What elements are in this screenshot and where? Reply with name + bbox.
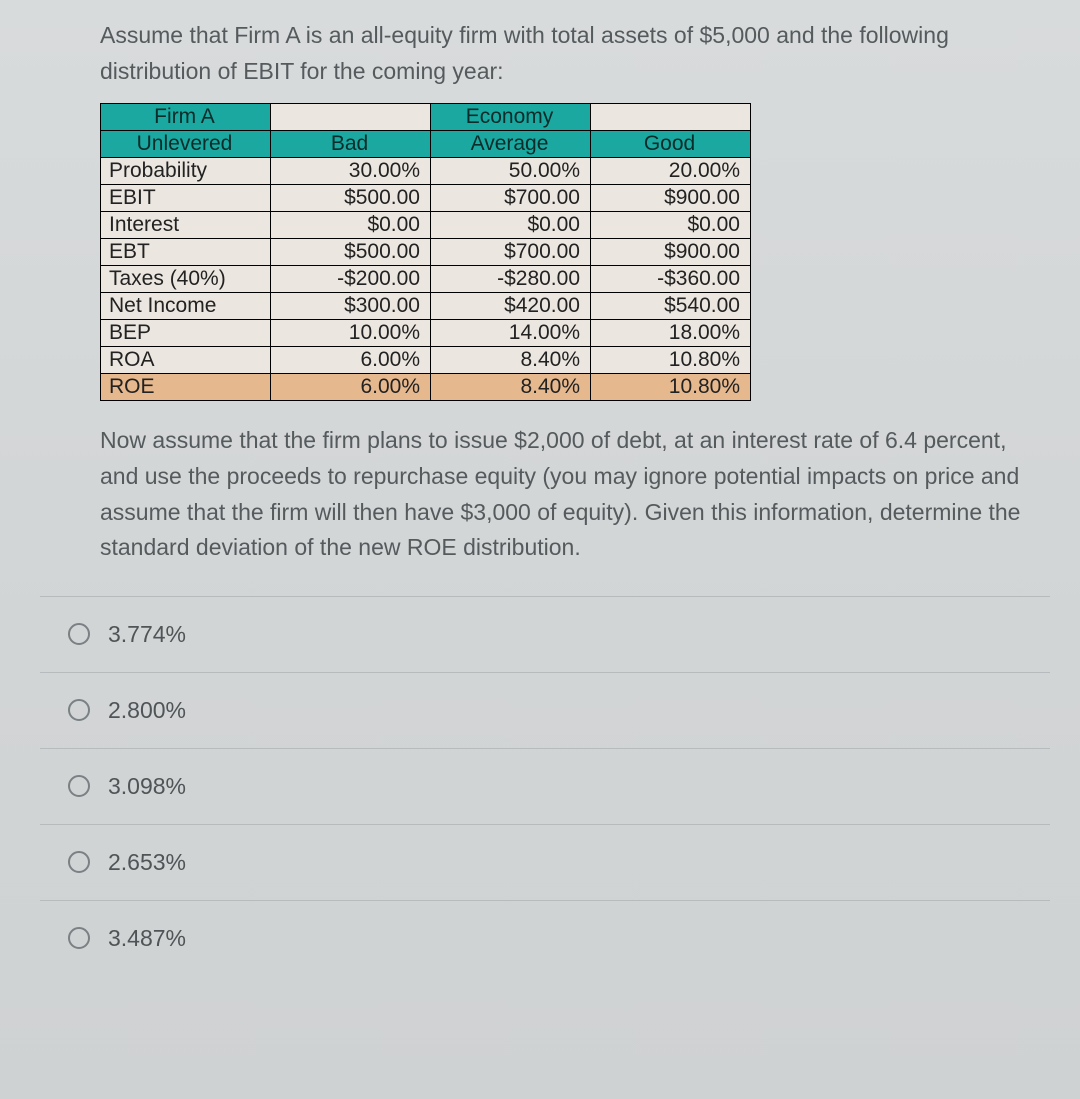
table-row: ROA6.00%8.40%10.80% xyxy=(101,347,751,374)
row-bad: 6.00% xyxy=(271,347,431,374)
row-avg: 50.00% xyxy=(431,158,591,185)
row-good: 18.00% xyxy=(591,320,751,347)
row-label: Net Income xyxy=(101,293,271,320)
question-page: Assume that Firm A is an all-equity firm… xyxy=(0,0,1080,1099)
row-good: -$360.00 xyxy=(591,266,751,293)
table-row: Interest$0.00$0.00$0.00 xyxy=(101,212,751,239)
row-label: BEP xyxy=(101,320,271,347)
row-good: $900.00 xyxy=(591,185,751,212)
radio-icon[interactable] xyxy=(68,623,90,645)
answer-option[interactable]: 3.774% xyxy=(40,596,1050,672)
row-good: 20.00% xyxy=(591,158,751,185)
row-bad: 6.00% xyxy=(271,374,431,401)
table-header-economy: Economy xyxy=(431,104,591,131)
row-good: 10.80% xyxy=(591,347,751,374)
row-avg: $420.00 xyxy=(431,293,591,320)
answer-option[interactable]: 2.653% xyxy=(40,824,1050,900)
answer-option-label: 3.098% xyxy=(108,773,186,800)
radio-icon[interactable] xyxy=(68,775,90,797)
ebit-table: Firm A Economy Unlevered Bad Average Goo… xyxy=(100,103,751,401)
table-header-good: Good xyxy=(591,131,751,158)
radio-icon[interactable] xyxy=(68,699,90,721)
row-label: Interest xyxy=(101,212,271,239)
answer-option[interactable]: 3.487% xyxy=(40,900,1050,976)
row-label: EBT xyxy=(101,239,271,266)
row-avg: 14.00% xyxy=(431,320,591,347)
row-avg: $700.00 xyxy=(431,239,591,266)
row-good: $0.00 xyxy=(591,212,751,239)
row-good: $900.00 xyxy=(591,239,751,266)
table-header-blank-bad xyxy=(271,104,431,131)
answer-option-label: 3.487% xyxy=(108,925,186,952)
row-bad: 30.00% xyxy=(271,158,431,185)
table-row: BEP10.00%14.00%18.00% xyxy=(101,320,751,347)
table-row: EBT$500.00$700.00$900.00 xyxy=(101,239,751,266)
question-text: Now assume that the firm plans to issue … xyxy=(100,423,1040,566)
row-avg: $0.00 xyxy=(431,212,591,239)
row-good: $540.00 xyxy=(591,293,751,320)
row-label: Probability xyxy=(101,158,271,185)
answer-option-label: 2.653% xyxy=(108,849,186,876)
row-bad: $500.00 xyxy=(271,239,431,266)
table-header-blank-good xyxy=(591,104,751,131)
answer-option-label: 2.800% xyxy=(108,697,186,724)
row-bad: $0.00 xyxy=(271,212,431,239)
table-row: ROE6.00%8.40%10.80% xyxy=(101,374,751,401)
row-good: 10.80% xyxy=(591,374,751,401)
table-header-bad: Bad xyxy=(271,131,431,158)
row-avg: $700.00 xyxy=(431,185,591,212)
answer-options: 3.774% 2.800% 3.098% 2.653% 3.487% xyxy=(40,596,1050,976)
row-avg: 8.40% xyxy=(431,374,591,401)
row-bad: -$200.00 xyxy=(271,266,431,293)
row-label: EBIT xyxy=(101,185,271,212)
table-row: Taxes (40%)-$200.00-$280.00-$360.00 xyxy=(101,266,751,293)
answer-option-label: 3.774% xyxy=(108,621,186,648)
row-bad: $500.00 xyxy=(271,185,431,212)
intro-text: Assume that Firm A is an all-equity firm… xyxy=(100,18,1040,89)
row-label: ROE xyxy=(101,374,271,401)
row-avg: -$280.00 xyxy=(431,266,591,293)
row-label: Taxes (40%) xyxy=(101,266,271,293)
row-avg: 8.40% xyxy=(431,347,591,374)
row-label: ROA xyxy=(101,347,271,374)
table-header-firm-line1: Firm A xyxy=(101,104,271,131)
answer-option[interactable]: 3.098% xyxy=(40,748,1050,824)
radio-icon[interactable] xyxy=(68,851,90,873)
row-bad: 10.00% xyxy=(271,320,431,347)
table-header-average: Average xyxy=(431,131,591,158)
table-row: EBIT$500.00$700.00$900.00 xyxy=(101,185,751,212)
answer-option[interactable]: 2.800% xyxy=(40,672,1050,748)
table-header-firm-line2: Unlevered xyxy=(101,131,271,158)
radio-icon[interactable] xyxy=(68,927,90,949)
table-row: Net Income$300.00$420.00$540.00 xyxy=(101,293,751,320)
row-bad: $300.00 xyxy=(271,293,431,320)
table-row: Probability30.00%50.00%20.00% xyxy=(101,158,751,185)
